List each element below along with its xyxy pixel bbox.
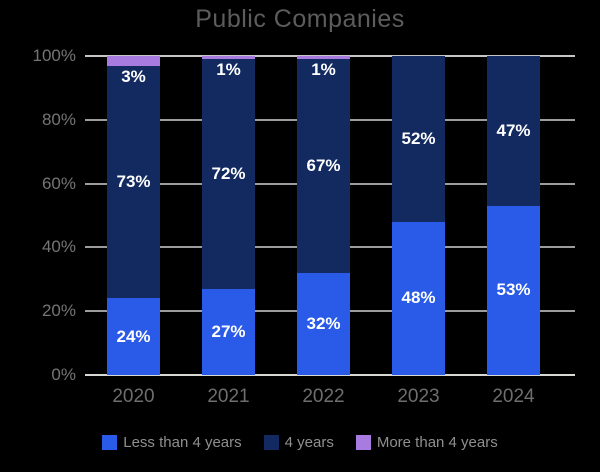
- bar-segment: [107, 298, 160, 375]
- y-tick-label: 100%: [32, 46, 76, 65]
- bar-segment: [297, 59, 350, 273]
- bar-value-label: 1%: [216, 60, 241, 80]
- bar-value-label: 32%: [306, 313, 341, 333]
- y-tick-label: 0%: [51, 365, 76, 384]
- bar-segment: [202, 288, 255, 375]
- y-tick-label: 40%: [41, 237, 76, 257]
- x-axis: 2020 2021 2022 2023 2024: [85, 386, 575, 410]
- y-axis: 0% 20% 40% 60% 80% 100%: [0, 46, 76, 384]
- legend-item: Less than 4 years: [102, 433, 242, 451]
- y-tick-label: 60%: [41, 173, 76, 193]
- bar-value-label: 53%: [496, 280, 531, 300]
- legend-item: More than 4 years: [355, 433, 498, 451]
- legend-label: More than 4 years: [376, 433, 498, 451]
- bar-value-label: 3%: [121, 66, 146, 86]
- bar-value-label: 27%: [211, 321, 246, 341]
- legend-label: Less than 4 years: [123, 433, 242, 451]
- bar-segment: [392, 56, 445, 222]
- bar-segment: [392, 221, 445, 375]
- bar-segment: [202, 59, 255, 289]
- chart-title: Public Companies: [195, 5, 405, 33]
- bar-value-label: 48%: [401, 288, 436, 308]
- y-tick-label: 80%: [41, 109, 76, 129]
- bar-value-label: 67%: [306, 156, 341, 176]
- bar-segment: [202, 56, 255, 60]
- bar-value-label: 24%: [116, 326, 151, 346]
- bar-segment: [487, 205, 540, 375]
- bar-segment: [297, 272, 350, 375]
- legend-swatch: [355, 434, 371, 450]
- bar-segment: [107, 56, 160, 66]
- plot-area: 24% 73% 3% 27% 72% 1% 32% 67% 1% 48% 52% 53% 47%: [85, 55, 575, 376]
- legend: Less than 4 years 4 years More than 4 year…: [0, 432, 600, 452]
- x-tick-label: 2020: [112, 386, 155, 407]
- x-tick-label: 2023: [397, 386, 440, 407]
- bar-value-label: 72%: [211, 164, 246, 184]
- bar-value-label: 47%: [496, 120, 531, 140]
- legend-swatch: [263, 434, 279, 450]
- gridline: [85, 374, 575, 376]
- legend-item: 4 years: [263, 433, 334, 451]
- x-tick-label: 2024: [492, 386, 535, 407]
- bar-segment: [107, 65, 160, 299]
- bar-value-label: 1%: [311, 60, 336, 80]
- bar-segment: [487, 56, 540, 206]
- legend-swatch: [102, 434, 118, 450]
- x-tick-label: 2022: [302, 386, 345, 407]
- legend-label: 4 years: [284, 433, 334, 451]
- bar-value-label: 73%: [116, 172, 151, 191]
- bar-value-label: 52%: [401, 128, 436, 148]
- y-tick-label: 20%: [41, 301, 76, 321]
- bar-segment: [297, 56, 350, 60]
- x-tick-label: 2021: [207, 386, 250, 407]
